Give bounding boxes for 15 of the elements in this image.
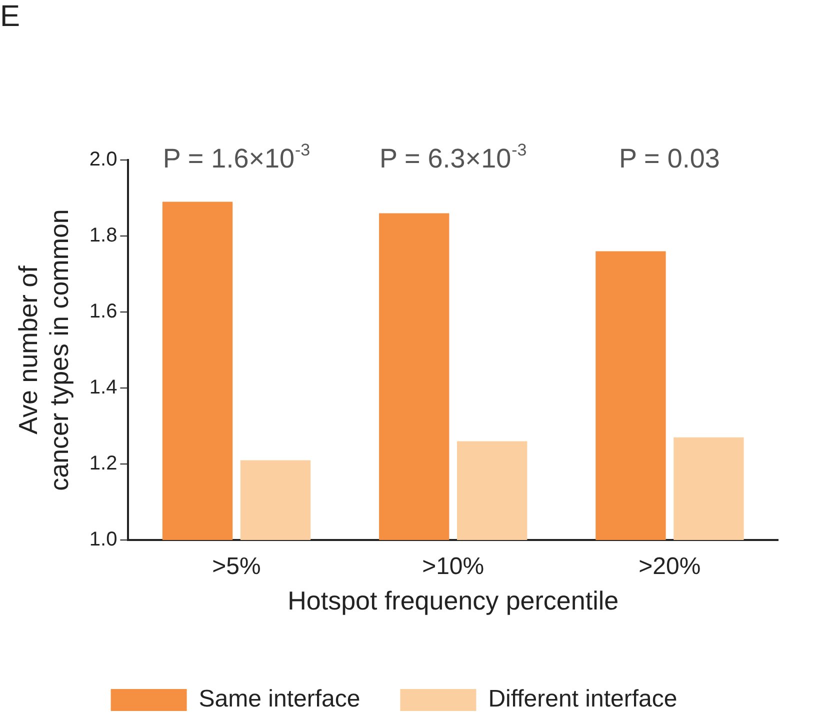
y-tick-label: 1.6 <box>89 300 118 323</box>
y-tick-label: 1.0 <box>89 528 118 551</box>
y-tick-label: 1.4 <box>89 376 118 399</box>
legend-label: Different interface <box>488 686 678 713</box>
y-tick-label: 1.8 <box>89 224 118 247</box>
y-tick-label: 2.0 <box>89 148 118 171</box>
y-axis-title: Ave number of cancer types in common <box>12 209 74 491</box>
text: E <box>0 0 20 33</box>
x-tick-label: >5% <box>212 553 261 580</box>
x-tick-label: >10% <box>422 553 484 580</box>
x-tick-label: >20% <box>638 553 701 580</box>
x-axis-title: Hotspot frequency percentile <box>288 586 619 616</box>
legend-label: Same interface <box>198 686 360 713</box>
y-tick-label: 1.2 <box>89 452 118 475</box>
annotation: P = 0.03 <box>619 143 720 174</box>
